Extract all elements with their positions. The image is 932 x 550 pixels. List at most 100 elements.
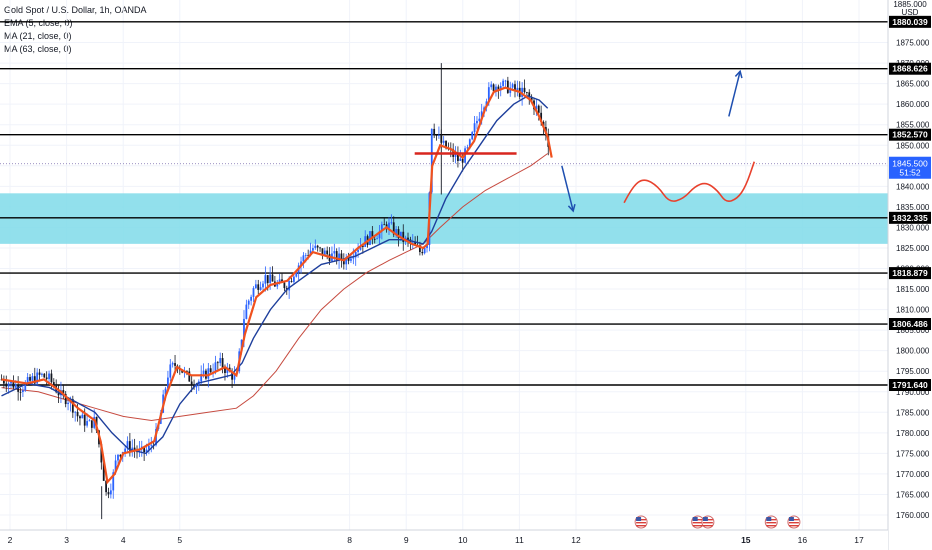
candle-body (523, 87, 526, 93)
x-tick-label: 4 (121, 535, 126, 545)
candle-body (167, 377, 169, 389)
candle-body (114, 460, 117, 473)
ma21-legend-label: MA (21, close, 0) (4, 31, 72, 41)
candle-body (361, 245, 364, 247)
y-tick-label: 1765.000 (896, 490, 930, 499)
us-flag-stripe (788, 525, 799, 527)
candle-body (433, 128, 436, 136)
candle-body (540, 112, 543, 123)
candle-body (466, 147, 469, 149)
support-zone-layer (0, 193, 888, 244)
candle-body (2, 379, 5, 384)
candle-body (12, 381, 15, 388)
candle-body (31, 376, 34, 381)
y-tick-label: 1835.000 (896, 203, 930, 212)
candle-body (52, 382, 55, 387)
candle-body (333, 251, 336, 254)
y-tick-label: 1815.000 (896, 285, 930, 294)
chart-legend: Gold Spot / U.S. Dollar, 1h, OANDA EMA (… (4, 4, 147, 56)
arrow-down-shaft (561, 165, 574, 212)
us-flag-canton (788, 517, 794, 521)
event-flags-layer (634, 515, 801, 529)
candle-body (461, 158, 464, 163)
candle-body (487, 87, 490, 102)
annotation-layer (414, 69, 756, 213)
candle-body (326, 250, 329, 255)
candle-body (245, 304, 248, 319)
y-tick-label: 1790.000 (896, 388, 930, 397)
candle-body (133, 447, 136, 450)
time-axis-bg (0, 530, 888, 550)
candle-body (423, 248, 426, 254)
candle-body (511, 84, 514, 88)
candle-body (307, 255, 310, 256)
candle-body (107, 492, 110, 495)
candle-body (497, 86, 500, 91)
x-tick-label: 11 (515, 535, 524, 545)
candle-body (90, 420, 93, 428)
y-tick-label: 1775.000 (896, 449, 930, 458)
candle-body (7, 383, 10, 387)
candle-body (247, 300, 250, 305)
us-flag-canton (636, 517, 642, 521)
candle-body (79, 416, 81, 419)
candle-body (48, 373, 50, 380)
candle-body (302, 255, 305, 262)
candle-body (86, 421, 88, 426)
candle-body (392, 222, 395, 235)
candle-body (435, 135, 438, 136)
countdown-label: 51:52 (899, 168, 921, 178)
candle-body (62, 390, 65, 394)
candle-body (105, 480, 108, 493)
y-tick-label: 1810.000 (896, 306, 930, 315)
candle-body (207, 368, 210, 379)
candle-body (283, 282, 286, 289)
candle-body (480, 111, 483, 119)
candle-body (293, 276, 295, 282)
ma21-layer (1, 95, 549, 455)
candle-body (259, 287, 262, 290)
candle-body (100, 444, 103, 463)
level-price-label: 1818.879 (892, 268, 928, 278)
candle-body (29, 377, 31, 381)
candle-body (535, 105, 538, 110)
us-flag-canton (766, 517, 772, 521)
candle-body (537, 105, 540, 113)
candle-body (314, 245, 317, 249)
candle-body (426, 244, 428, 249)
candle-body (359, 245, 362, 250)
candle-body (250, 296, 253, 301)
currency-label: USD (902, 8, 919, 17)
candle-body (254, 284, 257, 289)
candle-body (276, 283, 279, 287)
y-tick-label: 1770.000 (896, 470, 930, 479)
candle-body (271, 274, 274, 282)
ma21-line (1, 95, 549, 455)
candle-body (397, 229, 400, 239)
candle-body (288, 281, 291, 291)
candle-body (504, 80, 507, 82)
candle-body (371, 231, 374, 239)
candle-body (495, 86, 497, 92)
level-price-label: 1832.335 (892, 213, 928, 223)
candle-body (169, 364, 172, 378)
candle-body (214, 362, 217, 372)
x-tick-label: 8 (347, 535, 352, 545)
candle-body (506, 80, 509, 93)
candle-body (209, 368, 212, 373)
candle-body (5, 383, 8, 387)
level-label-box (889, 379, 931, 392)
candle-body (402, 231, 405, 242)
candle-body (323, 250, 326, 256)
us-flag-stripe (766, 525, 777, 527)
candle-body (138, 449, 141, 453)
candle-body (266, 275, 269, 284)
candle-body (22, 390, 24, 392)
candle-body (50, 373, 53, 383)
candle-body (492, 84, 495, 92)
support-zone (0, 193, 888, 244)
x-tick-label: 5 (177, 535, 182, 545)
candle-body (83, 414, 86, 426)
y-tick-label: 1795.000 (896, 367, 930, 376)
